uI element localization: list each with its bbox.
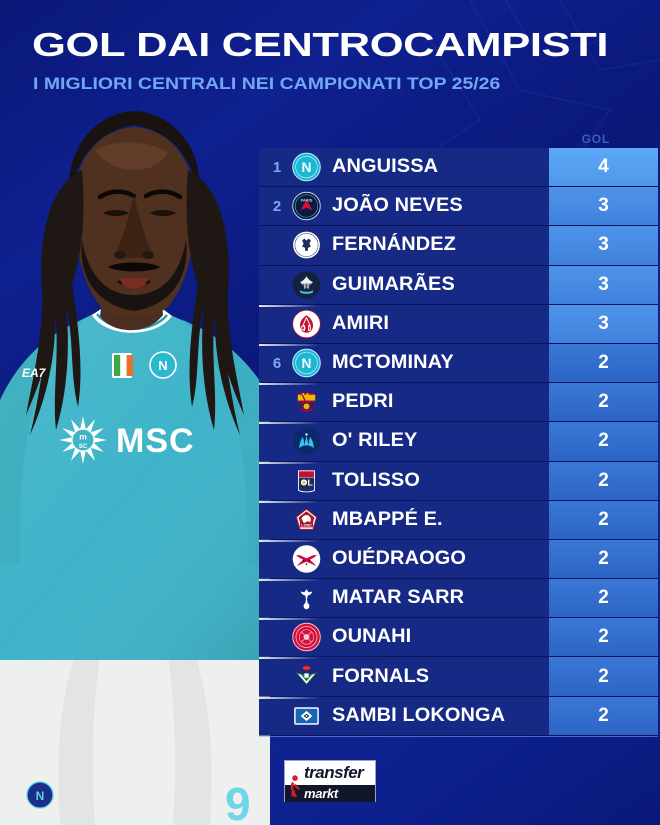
- svg-text:N: N: [302, 160, 312, 175]
- svg-text:SC: SC: [79, 444, 88, 450]
- svg-text:MSC: MSC: [116, 422, 195, 460]
- svg-text:N: N: [36, 789, 45, 803]
- svg-text:N: N: [158, 358, 167, 373]
- svg-text:PARIS: PARIS: [301, 198, 313, 203]
- svg-text:EA7: EA7: [22, 366, 47, 380]
- svg-text:9: 9: [225, 778, 251, 825]
- svg-text:N: N: [302, 356, 312, 371]
- svg-text:m: m: [79, 432, 87, 442]
- svg-text:LOSC: LOSC: [301, 523, 312, 527]
- svg-text:L: L: [307, 477, 313, 487]
